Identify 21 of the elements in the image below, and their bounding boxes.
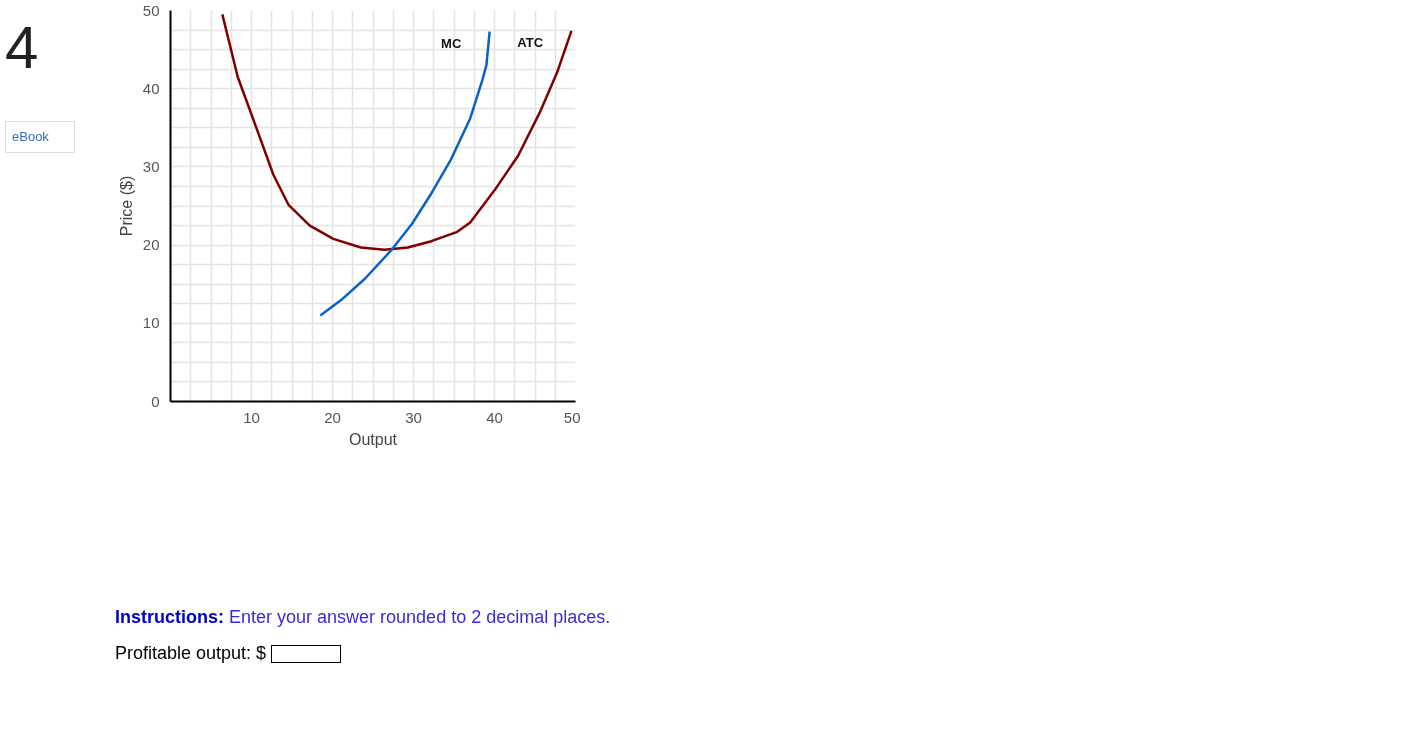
text: Profitable output: $: [115, 641, 268, 665]
series-label: ATC: [517, 35, 544, 51]
y-tick-label: 50: [142, 1, 160, 19]
text: Instructions: Enter your answer rounded to 2 decimal places.: [115, 607, 611, 627]
x-axis-title: Output: [348, 430, 398, 448]
y-tick-label: 40: [142, 79, 160, 97]
x-tick-label: 30: [405, 408, 422, 426]
text: 4: [5, 13, 39, 83]
text: MC: [441, 35, 462, 51]
y-tick-label: 30: [142, 157, 160, 175]
line-series: [319, 30, 491, 317]
y-tick-label: 20: [142, 236, 160, 254]
x-tick-label: 20: [324, 408, 341, 426]
text: eBook: [12, 127, 49, 146]
x-tick-label: 10: [243, 408, 260, 426]
y-tick-label: 10: [142, 314, 160, 332]
y-axis-title: Price ($): [117, 175, 135, 237]
x-tick-label: 50: [563, 408, 581, 426]
line-series: [221, 13, 573, 252]
x-tick-label: 40: [486, 408, 503, 426]
y-tick-label: 0: [151, 392, 160, 410]
